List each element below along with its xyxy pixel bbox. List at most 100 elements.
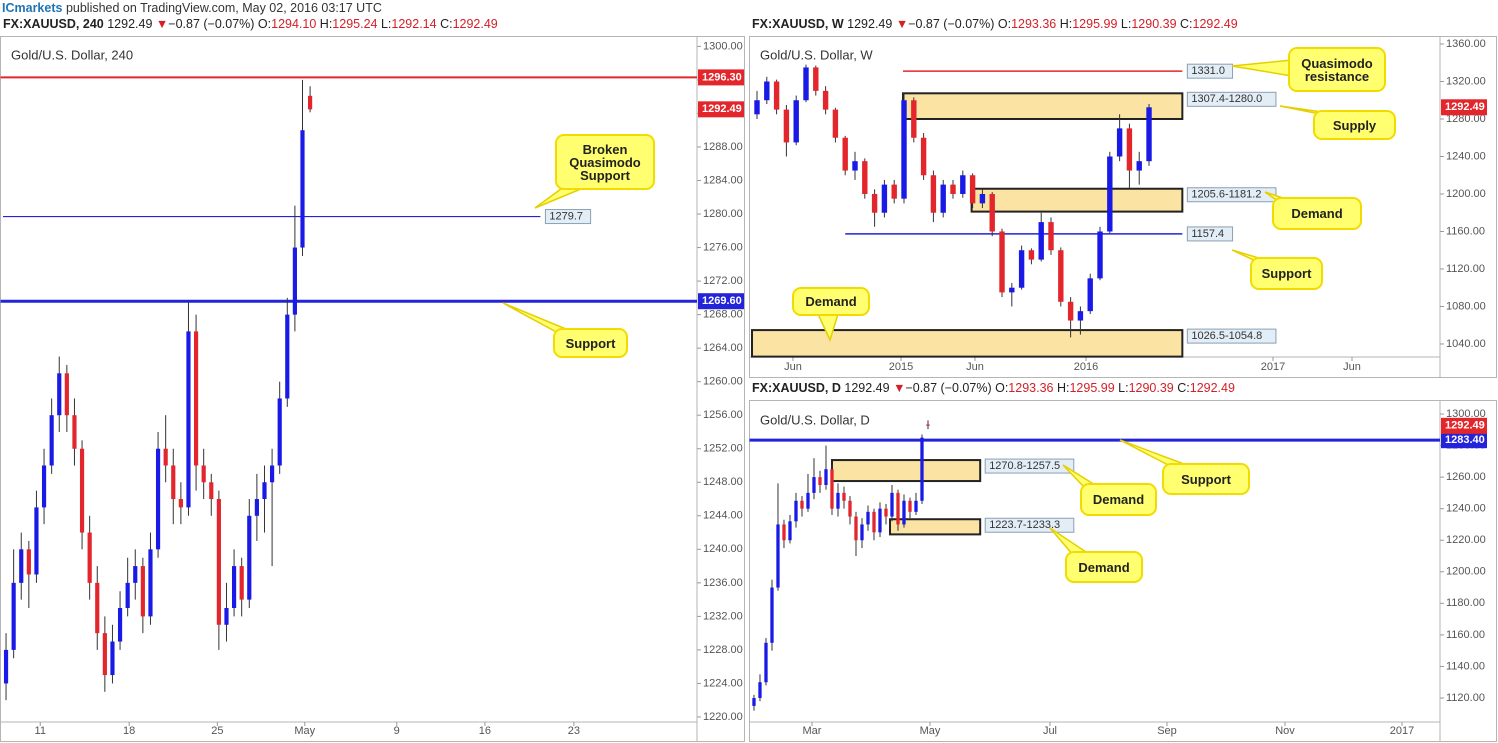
candle-body — [231, 566, 237, 608]
level-label: 1331.0 — [1191, 65, 1225, 77]
y-tick-label: 1360.00 — [1446, 38, 1486, 50]
level-label: 1296.30 — [702, 71, 742, 83]
level-label: 1283.40 — [1445, 434, 1485, 446]
quote-line: FX:XAUUSD, D 1292.49 ▼−0.87 (−0.07%) O:1… — [752, 381, 1235, 395]
quote-key: L: — [1118, 381, 1129, 395]
candle-body — [878, 508, 882, 533]
candle-body — [1136, 161, 1142, 171]
candle-body — [950, 184, 956, 194]
y-tick-label: 1236.00 — [703, 577, 743, 589]
candle-body — [842, 137, 848, 171]
y-tick-label: 1240.00 — [703, 543, 743, 555]
zone-label-box — [984, 458, 1075, 474]
candle-body — [308, 95, 313, 110]
candle-body — [872, 511, 876, 533]
candle-body — [262, 482, 267, 500]
candle-body — [794, 500, 798, 522]
candle-body — [155, 448, 161, 550]
candle-body — [239, 566, 244, 600]
callout: Support — [1250, 257, 1323, 290]
candle-body — [163, 448, 168, 466]
candle-body — [79, 448, 85, 533]
candle-body — [914, 500, 918, 512]
brand: ICmarkets — [2, 1, 63, 15]
publish-header: ICmarkets published on TradingView.com, … — [2, 1, 382, 15]
candle-body — [285, 314, 290, 399]
candle-body — [911, 100, 917, 138]
zone-label: 1205.6-1181.2 — [1191, 189, 1261, 201]
quote-symbol: FX:XAUUSD, W — [752, 17, 844, 31]
level-label-box — [544, 209, 592, 225]
candle-body — [776, 524, 780, 588]
quote-symbol: FX:XAUUSD, D — [752, 381, 841, 395]
zone — [889, 518, 982, 536]
quote-change: −0.87 (−0.07%) — [908, 17, 995, 31]
candle-body — [752, 698, 756, 706]
candle-body — [1048, 222, 1054, 251]
x-tick-label: Jul — [1043, 725, 1057, 737]
y-tick-label: 1200.00 — [1446, 566, 1486, 578]
zone-label-box — [1186, 187, 1277, 203]
candle-body — [1058, 250, 1064, 302]
candle-body — [148, 549, 153, 617]
candle-body — [1077, 311, 1084, 321]
x-tick-label: 16 — [479, 725, 491, 737]
callout: Demand — [1065, 551, 1143, 583]
level-label: 1279.7 — [549, 210, 583, 222]
candle-body — [871, 193, 878, 213]
candle-body — [901, 100, 907, 199]
candle-body — [836, 492, 840, 509]
y-tick-label: 1320.00 — [1446, 75, 1486, 87]
quote-key: L: — [380, 17, 392, 31]
candle-body — [64, 373, 69, 416]
callout: Demand — [792, 287, 870, 316]
candle-body — [216, 499, 221, 625]
candle-body — [19, 549, 24, 583]
candle-body — [117, 608, 123, 642]
quote-key: C: — [1180, 17, 1193, 31]
candle-body — [1087, 278, 1093, 312]
quote-last: 1292.49 — [107, 17, 153, 31]
y-tick-label: 1140.00 — [1446, 660, 1485, 672]
zone-label: 1026.5-1054.8 — [1191, 330, 1262, 342]
y-tick-label: 1280.00 — [1446, 113, 1486, 125]
last-price-box — [698, 101, 744, 118]
candle-body — [969, 175, 976, 204]
level-label-box — [698, 293, 744, 310]
candle-body — [3, 649, 9, 684]
candle-body — [884, 508, 888, 517]
candle-body — [824, 469, 828, 485]
y-tick-label: 1300.00 — [1446, 408, 1486, 420]
zone-label: 1307.4-1280.0 — [1191, 93, 1262, 105]
quote-value: 1295.99 — [1069, 381, 1115, 395]
last-price-label: 1292.49 — [1445, 101, 1485, 113]
candle-body — [866, 511, 870, 525]
level-label-box — [1441, 432, 1487, 449]
x-tick-label: 23 — [568, 725, 580, 737]
callout: Support — [553, 328, 628, 358]
candle-body — [72, 415, 77, 449]
candle-body — [806, 492, 810, 509]
y-tick-label: 1080.00 — [1446, 300, 1486, 312]
last-price-box — [1441, 417, 1487, 434]
candle-body — [95, 582, 100, 634]
y-tick-label: 1220.00 — [1446, 534, 1486, 546]
level-label-box — [1186, 63, 1234, 79]
candle-body — [860, 524, 864, 541]
zone — [751, 329, 1184, 358]
candle-body — [891, 184, 897, 199]
quote-key: H: — [319, 17, 333, 31]
candle-body — [920, 137, 927, 176]
level-label: 1157.4 — [1191, 228, 1224, 240]
y-tick-label: 1280.00 — [703, 208, 743, 220]
last-price-label: 1292.49 — [702, 103, 742, 115]
candle-body — [110, 641, 115, 676]
candle-body — [1018, 250, 1025, 288]
candle-body — [783, 109, 790, 143]
candle-body — [102, 633, 107, 676]
candle-body — [140, 566, 145, 617]
candle-body — [247, 515, 252, 600]
candle-body — [822, 90, 829, 110]
candle-body — [813, 67, 819, 91]
